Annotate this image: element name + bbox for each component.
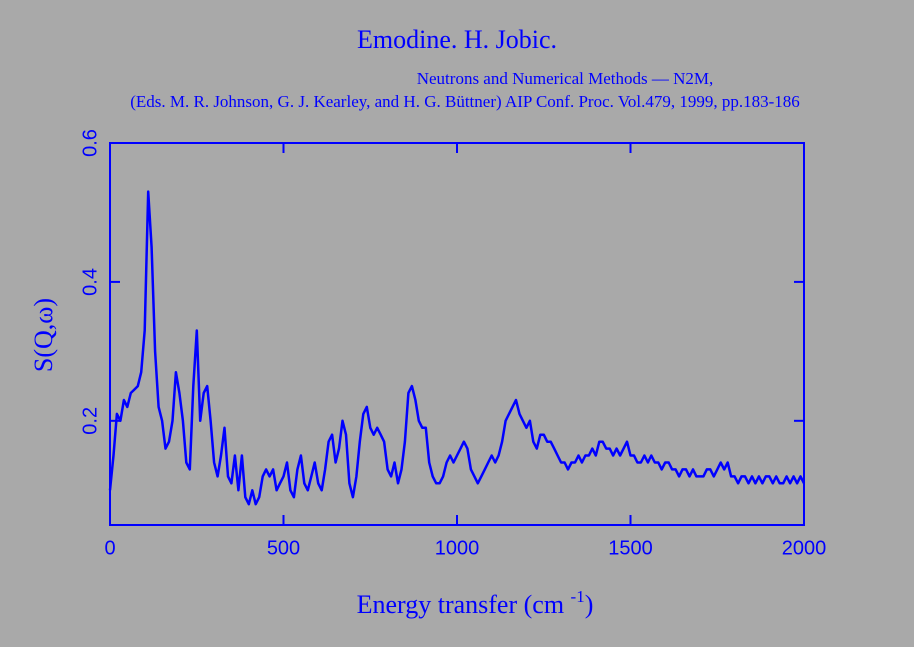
x-tick-label: 500 (267, 537, 300, 559)
x-axis-label: Energy transfer (cm -1) (357, 587, 594, 619)
x-tick-label: 2000 (782, 537, 827, 559)
x-axis-label-sup: -1 (571, 587, 585, 606)
y-tick-label: 0.4 (79, 268, 101, 296)
chart-title: Emodine. H. Jobic. (357, 25, 557, 54)
subtitle: Neutrons and Numerical Methods — N2M, (417, 69, 714, 88)
x-tick-label: 1000 (435, 537, 480, 559)
x-axis-label-text: Energy transfer (cm (357, 590, 571, 619)
plot-frame (109, 142, 805, 526)
x-tick-label: 0 (104, 537, 115, 559)
y-tick-label: 0.6 (79, 129, 101, 157)
x-tick-label: 1500 (608, 537, 653, 559)
x-axis-label-end: ) (585, 590, 594, 619)
data-line (108, 190, 806, 506)
y-axis-label: S(Q,ω) (29, 298, 58, 372)
subtitle: (Eds. M. R. Johnson, G. J. Kearley, and … (130, 92, 800, 111)
y-tick-label: 0.2 (79, 407, 101, 435)
